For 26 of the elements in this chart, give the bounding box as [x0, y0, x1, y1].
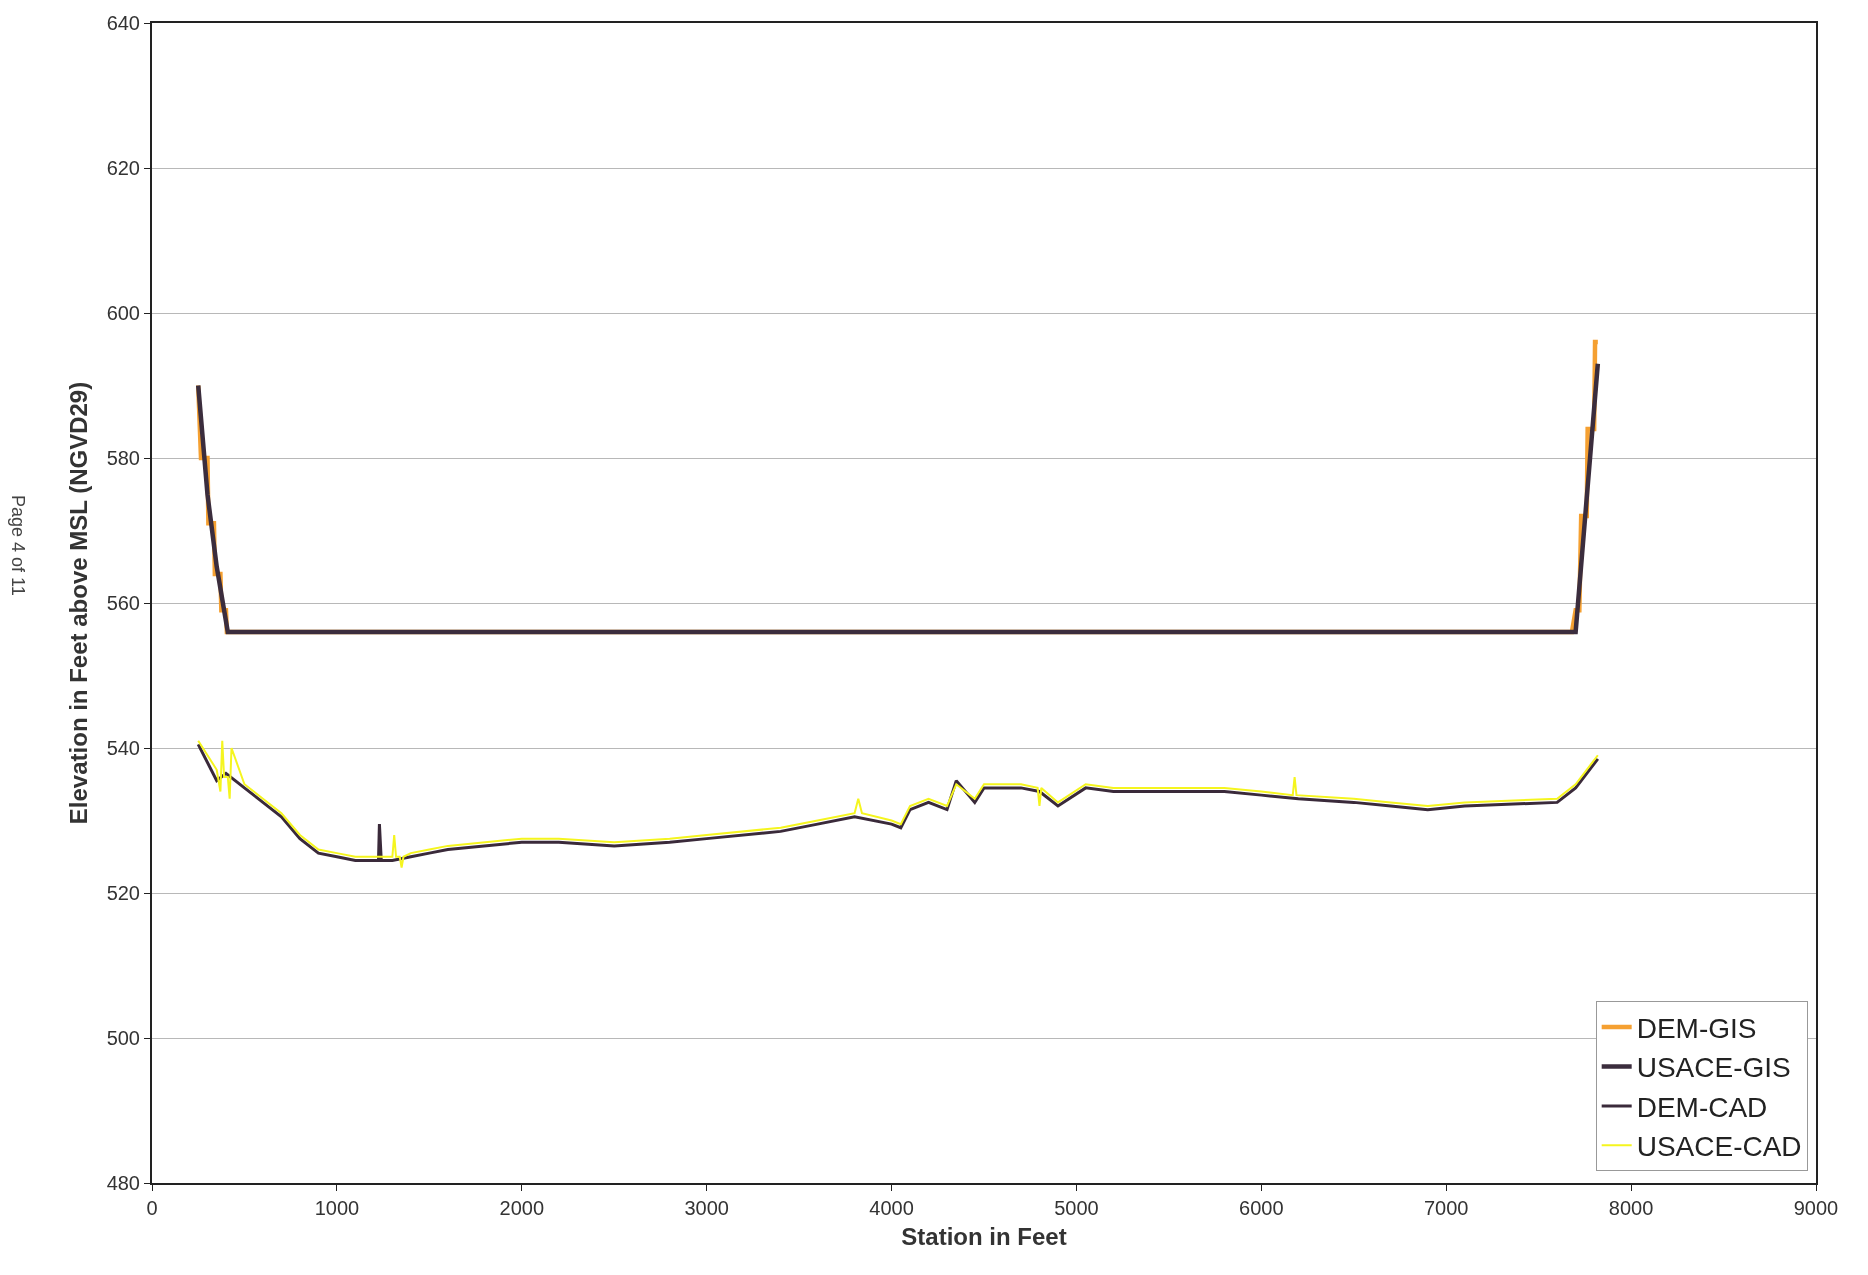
y-tick-label: 580	[106, 447, 140, 469]
y-tick-label: 480	[106, 1172, 140, 1194]
x-tick-label: 6000	[1239, 1197, 1284, 1219]
y-tick-label: 620	[106, 157, 140, 179]
y-tick-label: 560	[106, 592, 140, 614]
x-tick-label: 5000	[1054, 1197, 1099, 1219]
legend-label: DEM-CAD	[1636, 1091, 1768, 1123]
x-tick-label: 7000	[1423, 1197, 1469, 1219]
y-axis-title: Elevation in Feet above MSL (NGVD29)	[65, 381, 93, 825]
y-tick-label: 500	[106, 1027, 140, 1049]
y-tick-label: 600	[106, 302, 140, 324]
text: Page 4 of 11	[8, 495, 28, 596]
x-tick-label: 4000	[869, 1197, 914, 1219]
x-tick-label: 8000	[1608, 1197, 1654, 1219]
y-tick-label: 520	[106, 882, 140, 904]
legend-label: USACE-GIS	[1636, 1052, 1791, 1084]
legend-label: USACE-CAD	[1636, 1131, 1802, 1163]
y-tick-label: 540	[106, 737, 140, 759]
x-tick-label: 9000	[1793, 1197, 1839, 1219]
y-tick-label: 640	[106, 12, 140, 34]
x-axis-title: Station in Feet	[901, 1222, 1067, 1250]
x-tick-label: 2000	[499, 1197, 545, 1219]
x-tick-label: 1000	[314, 1197, 360, 1219]
x-tick-label: 0	[146, 1197, 158, 1219]
legend-label: DEM-GIS	[1636, 1013, 1757, 1045]
x-tick-label: 3000	[684, 1197, 729, 1219]
